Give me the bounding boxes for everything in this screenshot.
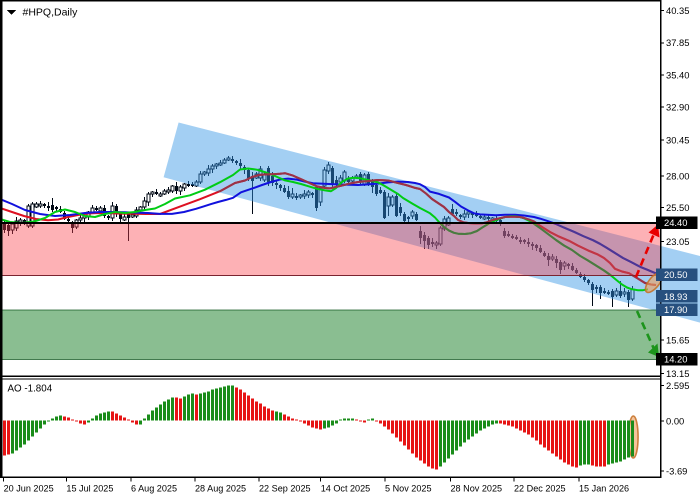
svg-text:32.90: 32.90 (666, 101, 689, 112)
svg-text:14 Oct 2025: 14 Oct 2025 (321, 484, 371, 494)
svg-text:14.20: 14.20 (664, 354, 687, 365)
svg-text:15 Jul 2025: 15 Jul 2025 (66, 484, 113, 494)
svg-text:28 Nov 2025: 28 Nov 2025 (451, 484, 503, 494)
svg-text:22 Sep 2025: 22 Sep 2025 (259, 484, 311, 494)
svg-text:22 Dec 2025: 22 Dec 2025 (514, 484, 566, 494)
svg-text:20.50: 20.50 (664, 269, 687, 280)
svg-text:37.85: 37.85 (666, 37, 689, 48)
svg-text:-3.69: -3.69 (666, 465, 687, 476)
svg-text:23.05: 23.05 (666, 236, 689, 247)
svg-text:20 Jun 2025: 20 Jun 2025 (4, 484, 54, 494)
svg-text:5 Nov 2025: 5 Nov 2025 (385, 484, 432, 494)
svg-text:15 Jan 2026: 15 Jan 2026 (579, 484, 629, 494)
svg-text:#HPQ,Daily: #HPQ,Daily (23, 7, 79, 19)
svg-text:6 Aug 2025: 6 Aug 2025 (131, 484, 177, 494)
svg-text:17.90: 17.90 (664, 304, 687, 315)
svg-text:18.93: 18.93 (664, 291, 687, 302)
svg-text:2.595: 2.595 (666, 380, 689, 391)
svg-text:25.50: 25.50 (666, 202, 689, 213)
svg-text:28.00: 28.00 (666, 170, 689, 181)
svg-text:40.35: 40.35 (666, 5, 689, 16)
svg-text:15.65: 15.65 (666, 334, 689, 345)
svg-text:24.40: 24.40 (664, 217, 687, 228)
svg-text:AO -1.804: AO -1.804 (8, 384, 53, 395)
svg-text:35.40: 35.40 (666, 69, 689, 80)
svg-text:30.45: 30.45 (666, 134, 689, 145)
svg-text:0.00: 0.00 (666, 415, 684, 426)
svg-text:28 Aug 2025: 28 Aug 2025 (195, 484, 246, 494)
svg-text:13.15: 13.15 (666, 368, 689, 379)
